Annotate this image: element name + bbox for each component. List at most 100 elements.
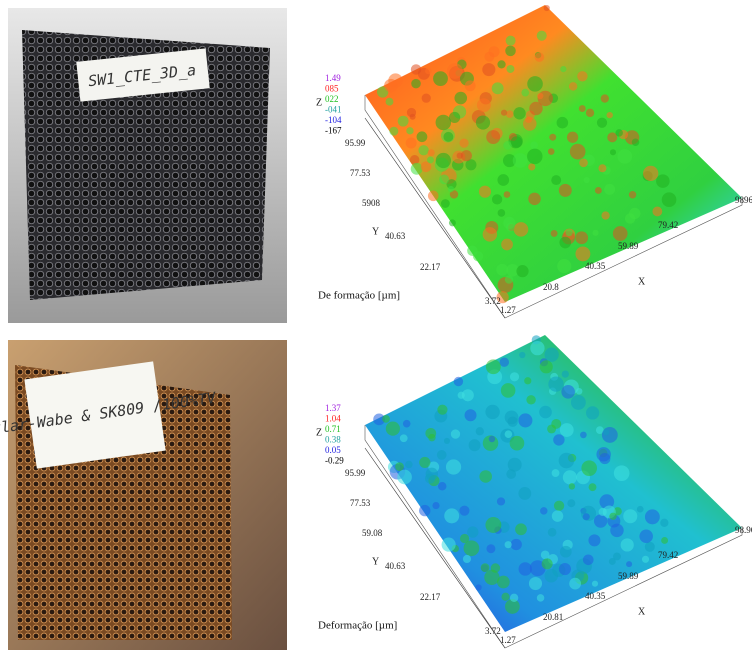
z-legend-label: -041 (325, 105, 342, 115)
surface-bump (571, 395, 586, 410)
surface-bump (437, 450, 447, 460)
surface-bump (441, 199, 450, 208)
z-axis-title: Z (316, 97, 322, 108)
surface-bump (639, 529, 653, 543)
surface-bump (540, 507, 547, 514)
surface-bump (439, 174, 449, 184)
surface-bump (551, 230, 558, 237)
surface-bump (506, 110, 514, 118)
photo-1: SW1_CTE_3D_a (8, 8, 287, 323)
x-tick-label: 40.35 (585, 261, 606, 271)
surface-bump (501, 110, 507, 116)
surface-bump (583, 554, 594, 565)
surface-bump (626, 561, 632, 567)
surface-bump (511, 539, 522, 550)
surface-bump (386, 98, 394, 106)
surface-bump (510, 372, 519, 381)
z-legend-label: 1.49 (325, 73, 341, 83)
surface-bump (545, 348, 559, 362)
surface-bump (554, 501, 564, 511)
surface-bump (598, 164, 606, 172)
surface-bump (599, 508, 607, 516)
surface-bump (632, 138, 640, 146)
surface-bump (511, 136, 522, 147)
surface-bump (505, 46, 516, 57)
surface-bump (465, 80, 476, 91)
surface-bump (448, 186, 454, 192)
surface-bump (553, 434, 564, 445)
surface-bump (506, 65, 514, 73)
surface-bump (411, 163, 423, 175)
surface-bump (559, 563, 571, 575)
y-tick-label: 3.72 (485, 296, 501, 306)
surface-bump (645, 509, 660, 524)
surface-plot: Z1.371.040.710.380.05-0.2995.9977.5359.0… (316, 335, 752, 648)
surface-bump (501, 239, 513, 251)
z-legend-label: 1.04 (325, 414, 341, 424)
surface-bump (545, 569, 558, 582)
surface-bump (614, 465, 630, 481)
y-tick-label: 3.72 (485, 626, 501, 636)
z-axis-title: Z (316, 427, 322, 438)
surface-bump (526, 395, 535, 404)
z-legend-label: -0.29 (325, 456, 344, 466)
y-tick-label: 22.17 (420, 592, 441, 602)
surface-bump (613, 226, 628, 241)
z-legend-label: 0.05 (325, 445, 341, 455)
y-tick-label: 5908 (362, 198, 381, 208)
y-axis-title: Y (372, 556, 379, 567)
x-tick-label: 59.89 (618, 571, 639, 581)
surface-bump (567, 499, 575, 507)
x-tick-label: 20.8 (543, 282, 559, 292)
surface-bump (642, 556, 649, 563)
surface-bump (601, 94, 609, 102)
surface-bump (500, 357, 509, 366)
surface-bump (484, 52, 494, 62)
y-tick-label: 40.63 (385, 561, 406, 571)
surface-bump (561, 385, 575, 399)
surface-bump (579, 158, 588, 167)
z-legend-label: 085 (325, 84, 339, 94)
z-legend-label: -104 (325, 115, 342, 125)
surface-bump (506, 36, 516, 46)
surface-bump (541, 550, 550, 559)
surface-bump (465, 409, 477, 421)
surface-bump (559, 184, 572, 197)
surface-bump (548, 528, 557, 537)
surface-bump (486, 130, 500, 144)
surface-bump (489, 436, 495, 442)
surface-bump (425, 428, 436, 439)
surface-bump (579, 105, 586, 112)
surface-bump (425, 68, 432, 75)
surface-bump (583, 513, 590, 520)
surface-bump (473, 251, 483, 261)
surface-bump (601, 211, 609, 219)
surface-bump (597, 118, 607, 128)
surface-bump (464, 540, 480, 556)
surface-bump (467, 526, 478, 537)
surface-bump (557, 117, 569, 129)
z-legend-label: -167 (325, 126, 342, 136)
surface-bump (595, 187, 602, 194)
surface-bump (567, 132, 578, 143)
x-tick-label: 1.27 (500, 305, 516, 315)
surface-bump (621, 538, 634, 551)
caption: De formação [µm] (318, 290, 400, 302)
surface-bump (475, 584, 481, 590)
surface-bump (485, 405, 499, 419)
surface-bump (537, 31, 547, 41)
surface-bump (661, 537, 668, 544)
surface-bump (617, 149, 632, 164)
surface-bump (497, 174, 509, 186)
surface-bump (548, 376, 563, 391)
surface-bump (609, 513, 616, 520)
surface-bump (451, 429, 460, 438)
x-tick-label: 40.35 (585, 591, 606, 601)
surface-bump (505, 275, 513, 283)
surface-bump (384, 79, 397, 92)
surface-bump (497, 60, 505, 68)
surface-bump (569, 578, 581, 590)
surface-bump (482, 63, 495, 76)
z-legend-label: 0.38 (325, 435, 341, 445)
surface-bump (417, 131, 428, 142)
